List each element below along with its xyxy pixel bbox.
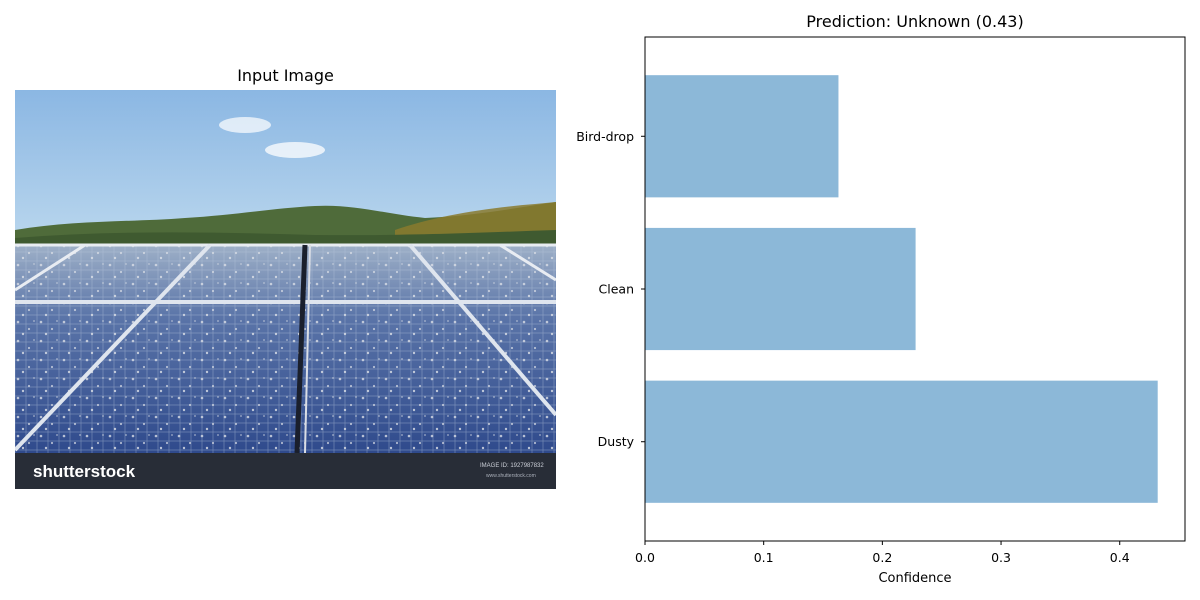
input-image-title: Input Image (237, 66, 334, 85)
y-tick-label-bird-drop: Bird-drop (576, 129, 634, 144)
watermark-brand: shutterstock (33, 462, 136, 481)
y-tick-label-dusty: Dusty (598, 434, 635, 449)
watermark-site: www.shutterstock.com (486, 473, 536, 479)
chart-title: Prediction: Unknown (0.43) (806, 12, 1024, 31)
x-tick-label: 0.0 (635, 550, 655, 565)
x-axis-label: Confidence (878, 571, 951, 586)
bar-bird-drop (645, 75, 839, 198)
watermark-id-label: IMAGE ID: (480, 463, 509, 469)
watermark-id: IMAGE ID: 1927987832 (480, 463, 544, 469)
x-tick-label: 0.1 (754, 550, 774, 565)
watermark-id-value: 1927987832 (510, 463, 544, 469)
x-tick-label: 0.4 (1110, 550, 1130, 565)
x-tick-label: 0.3 (991, 550, 1011, 565)
y-tick-label-clean: Clean (599, 282, 634, 297)
bar-dusty (645, 380, 1158, 503)
bar-clean (645, 227, 916, 351)
x-tick-label: 0.2 (872, 550, 892, 565)
input-image (15, 90, 556, 489)
